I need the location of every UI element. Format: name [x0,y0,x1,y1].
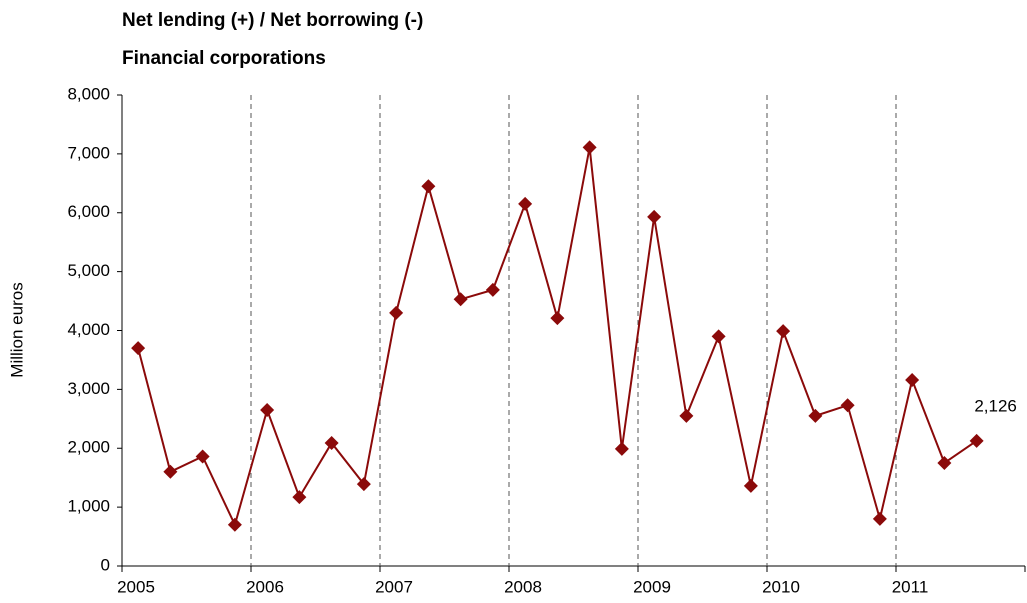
data-point [840,398,855,413]
data-point [195,449,210,464]
y-tick-label: 4,000 [67,320,110,339]
data-point [969,433,984,448]
data-point [163,464,178,479]
data-point [743,478,758,493]
data-label: 2,126 [974,396,1017,415]
y-axis-label: Million euros [7,282,26,377]
x-tick-label: 2011 [892,577,929,596]
y-tick-label: 8,000 [67,84,110,103]
data-point [421,179,436,194]
data-point [453,292,468,307]
data-point [356,477,371,492]
data-point [937,455,952,470]
data-point [679,408,694,423]
data-point [614,441,629,456]
data-point [550,311,565,326]
x-tick-label: 2007 [375,577,413,596]
data-point [131,341,146,356]
data-point [518,196,533,211]
y-tick-label: 1,000 [67,497,110,516]
y-tick-label: 3,000 [67,379,110,398]
x-tick-label: 2006 [246,577,284,596]
data-point [227,517,242,532]
data-point [872,511,887,526]
chart-title: Net lending (+) / Net borrowing (-) [122,10,423,31]
y-tick-label: 0 [101,555,110,574]
data-point [647,209,662,224]
y-tick-label: 6,000 [67,202,110,221]
x-tick-label: 2009 [633,577,671,596]
x-tick-label: 2010 [762,577,800,596]
data-point [776,324,791,339]
data-point [292,490,307,505]
y-tick-label: 2,000 [67,438,110,457]
data-point [808,408,823,423]
y-tick-label: 7,000 [67,143,110,162]
data-point [905,372,920,387]
data-point [485,282,500,297]
y-tick-label: 5,000 [67,261,110,280]
data-point [389,305,404,320]
data-line [137,147,978,528]
x-tick-label: 2005 [117,577,155,596]
data-point [582,140,597,155]
x-tick-label: 2008 [504,577,542,596]
data-point [260,402,275,417]
data-point [711,329,726,344]
data-point [324,435,339,450]
chart-subtitle: Financial corporations [122,48,326,69]
